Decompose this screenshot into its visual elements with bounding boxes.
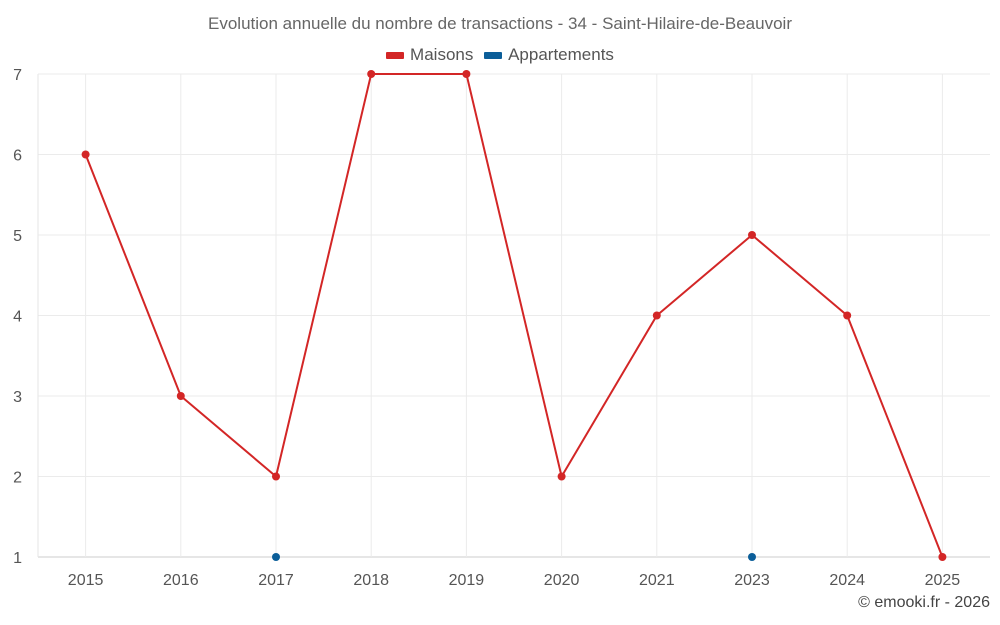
legend-swatch-appartements	[484, 52, 503, 60]
x-tick-label: 2019	[449, 572, 485, 589]
series-line-maisons	[84, 73, 944, 558]
y-tick-label: 5	[13, 228, 22, 245]
credit-text: © emooki.fr - 2026	[858, 594, 990, 611]
legend-item-appartements[interactable]: Appartements	[484, 45, 614, 65]
x-tick-label: 2023	[734, 572, 770, 589]
series-lines	[84, 73, 944, 558]
series-points	[81, 70, 947, 561]
y-tick-label: 3	[13, 389, 22, 406]
data-point-maisons[interactable]	[557, 472, 566, 481]
y-tick-label: 7	[13, 67, 22, 84]
y-tick-label: 1	[13, 550, 22, 567]
x-tick-label: 2015	[68, 572, 104, 589]
y-tick-label: 6	[13, 148, 22, 165]
x-tick-label: 2018	[353, 572, 389, 589]
x-tick-label: 2024	[829, 572, 865, 589]
data-point-maisons[interactable]	[652, 311, 661, 320]
x-tick-label: 2017	[258, 572, 294, 589]
legend-item-maisons[interactable]: Maisons	[386, 45, 473, 65]
data-point-maisons[interactable]	[843, 311, 852, 320]
data-point-maisons[interactable]	[367, 70, 376, 78]
y-tick-label: 2	[13, 470, 22, 487]
legend-swatch-maisons	[386, 52, 405, 60]
data-point-maisons[interactable]	[938, 553, 947, 561]
y-tick-label: 4	[13, 309, 22, 326]
x-tick-label: 2025	[925, 572, 961, 589]
y-axis: 1 2 3 4 5 6 7	[13, 67, 22, 567]
x-tick-label: 2020	[544, 572, 580, 589]
legend: Maisons Appartements	[0, 45, 1000, 65]
legend-label-maisons: Maisons	[410, 45, 474, 64]
data-point-maisons[interactable]	[462, 70, 471, 78]
x-axis: 2015 2016 2017 2018 2019 2020 2021 2023 2024 2025	[68, 572, 960, 589]
data-point-maisons[interactable]	[272, 472, 280, 481]
legend-label-appartements: Appartements	[508, 45, 614, 64]
data-point-appartements[interactable]	[748, 553, 756, 561]
data-point-appartements[interactable]	[272, 553, 280, 561]
chart-title: Evolution annuelle du nombre de transact…	[208, 14, 792, 33]
data-point-maisons[interactable]	[81, 150, 90, 159]
x-tick-label: 2021	[639, 572, 675, 589]
data-point-maisons[interactable]	[176, 392, 185, 400]
x-tick-label: 2016	[163, 572, 199, 589]
data-point-maisons[interactable]	[748, 231, 756, 239]
